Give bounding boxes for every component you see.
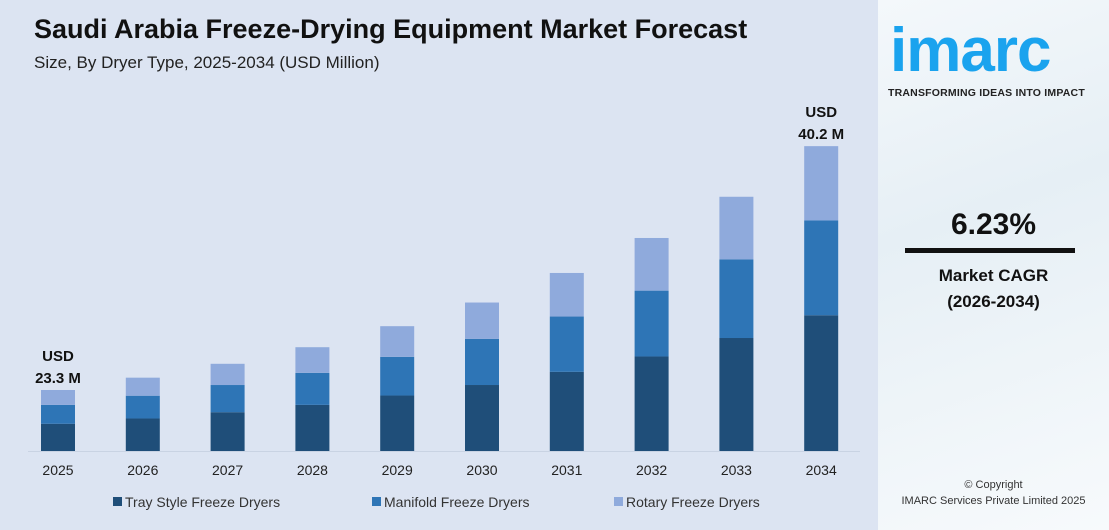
x-tick-label: 2030 bbox=[466, 462, 497, 478]
bar-2026-rotary-freeze-dryers bbox=[125, 377, 160, 396]
cagr-value: 6.23% bbox=[950, 208, 1037, 241]
bar-2031-tray-style-freeze-dryers bbox=[549, 371, 584, 451]
bar-2032-rotary-freeze-dryers bbox=[634, 237, 669, 291]
legend-label: Tray Style Freeze Dryers bbox=[125, 494, 280, 510]
logo-tagline: TRANSFORMING IDEAS INTO IMPACT bbox=[888, 87, 1085, 99]
x-tick-label: 2029 bbox=[382, 462, 413, 478]
x-tick-label: 2025 bbox=[42, 462, 73, 478]
legend-label: Manifold Freeze Dryers bbox=[384, 494, 530, 510]
data-label: USD bbox=[42, 348, 74, 365]
legend-swatch bbox=[614, 497, 623, 506]
stacked-bar-chart: 2025 USD 23.3 M 2026 2027 2028 2029 2030 2031 203… bbox=[28, 104, 860, 510]
bar-2034-tray-style-freeze-dryers bbox=[804, 315, 839, 451]
legend-swatch bbox=[113, 497, 122, 506]
bar-2030-rotary-freeze-dryers bbox=[465, 302, 499, 339]
bar-2027-rotary-freeze-dryers bbox=[210, 363, 245, 386]
bar-2033-rotary-freeze-dryers bbox=[719, 196, 754, 260]
chart-subtitle: Size, By Dryer Type, 2025-2034 (USD Mill… bbox=[34, 53, 380, 72]
cagr-label: Market CAGR bbox=[938, 266, 1049, 285]
bar-2026-manifold-freeze-dryers bbox=[125, 395, 160, 419]
x-tick-label: 2033 bbox=[721, 462, 752, 478]
bar-2028-rotary-freeze-dryers bbox=[295, 347, 330, 373]
legend-swatch bbox=[372, 497, 381, 506]
bar-2031-rotary-freeze-dryers bbox=[549, 272, 584, 317]
bar-2034-rotary-freeze-dryers bbox=[804, 146, 839, 221]
data-label: USD bbox=[805, 104, 837, 121]
legend-label: Rotary Freeze Dryers bbox=[626, 494, 760, 510]
bar-2030-tray-style-freeze-dryers bbox=[465, 385, 499, 451]
imarc-logo: imarc bbox=[890, 16, 1051, 85]
bar-2028-tray-style-freeze-dryers bbox=[295, 404, 330, 451]
bar-2027-tray-style-freeze-dryers bbox=[210, 412, 245, 451]
bar-2031-manifold-freeze-dryers bbox=[549, 316, 584, 372]
bar-2027-manifold-freeze-dryers bbox=[210, 385, 245, 413]
bar-2030-manifold-freeze-dryers bbox=[465, 338, 499, 386]
cagr-period: (2026-2034) bbox=[947, 292, 1040, 311]
bar-2033-tray-style-freeze-dryers bbox=[719, 338, 754, 451]
divider bbox=[905, 248, 1075, 253]
x-tick-label: 2034 bbox=[806, 462, 837, 478]
chart-panel: Saudi Arabia Freeze-Drying Equipment Mar… bbox=[0, 0, 878, 530]
x-tick-label: 2027 bbox=[212, 462, 243, 478]
data-label: 23.3 M bbox=[35, 370, 81, 387]
bar-2029-tray-style-freeze-dryers bbox=[380, 395, 415, 451]
x-tick-label: 2028 bbox=[297, 462, 328, 478]
chart-title: Saudi Arabia Freeze-Drying Equipment Mar… bbox=[34, 14, 748, 44]
bar-2026-tray-style-freeze-dryers bbox=[125, 418, 160, 451]
bar-2032-manifold-freeze-dryers bbox=[634, 290, 669, 357]
copyright-line1: © Copyright bbox=[964, 479, 1023, 491]
bar-2029-rotary-freeze-dryers bbox=[380, 326, 415, 357]
bar-2034-manifold-freeze-dryers bbox=[804, 220, 839, 316]
bar-2033-manifold-freeze-dryers bbox=[719, 259, 754, 339]
x-tick-label: 2031 bbox=[551, 462, 582, 478]
data-label: 40.2 M bbox=[798, 126, 844, 143]
bar-2032-tray-style-freeze-dryers bbox=[634, 356, 669, 451]
x-tick-label: 2032 bbox=[636, 462, 667, 478]
x-tick-label: 2026 bbox=[127, 462, 158, 478]
bar-2029-manifold-freeze-dryers bbox=[380, 356, 415, 396]
bar-2025-rotary-freeze-dryers bbox=[41, 390, 75, 405]
sidebar-panel: imarc TRANSFORMING IDEAS INTO IMPACT 6.2… bbox=[878, 0, 1109, 530]
bar-2025-tray-style-freeze-dryers bbox=[41, 423, 75, 451]
copyright-line2: IMARC Services Private Limited 2025 bbox=[901, 495, 1086, 507]
bar-2025-manifold-freeze-dryers bbox=[41, 404, 75, 424]
bar-2028-manifold-freeze-dryers bbox=[295, 372, 330, 405]
